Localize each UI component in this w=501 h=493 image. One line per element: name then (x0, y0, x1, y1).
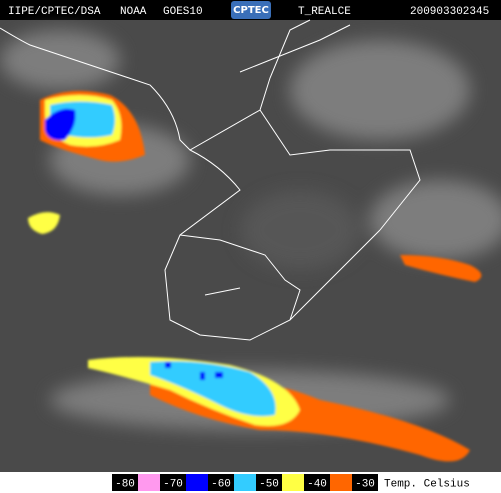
legend-swatch (186, 474, 208, 491)
legend-label: -50 (259, 478, 279, 490)
legend-label: -70 (163, 478, 183, 490)
legend: -80 -70 -60 -50 -40 -30 Temp. Celsius (112, 474, 470, 491)
legend-label-box (208, 474, 234, 491)
legend-label-box (304, 474, 330, 491)
cloud-top (400, 255, 482, 282)
agency: NOAA (120, 6, 147, 18)
cloud-top (150, 361, 276, 417)
legend-label: -60 (211, 478, 231, 490)
legend-unit: Temp. Celsius (384, 478, 470, 490)
legend-label: -40 (307, 478, 327, 490)
legend-label-box (112, 474, 138, 491)
cloud-top (165, 362, 223, 380)
logo-box (231, 1, 271, 19)
legend-label: -30 (355, 478, 375, 490)
cloud-top (45, 108, 76, 141)
product: T_REALCE (298, 6, 351, 18)
legend-swatch (138, 474, 160, 491)
legend-label-box (160, 474, 186, 491)
satellite-image (0, 19, 501, 472)
source: IIPE/CPTEC/DSA (8, 6, 101, 18)
legend-label-box (256, 474, 282, 491)
satellite: GOES10 (163, 6, 203, 18)
legend-swatch (282, 474, 304, 491)
legend-swatch (330, 474, 352, 491)
borders (0, 19, 421, 341)
cloud-top (28, 212, 60, 234)
legend-label-box (352, 474, 378, 491)
timestamp: 200903302345 (410, 6, 489, 18)
legend-label: -80 (115, 478, 135, 490)
logo: CPTEC (233, 5, 269, 16)
legend-swatch (234, 474, 256, 491)
